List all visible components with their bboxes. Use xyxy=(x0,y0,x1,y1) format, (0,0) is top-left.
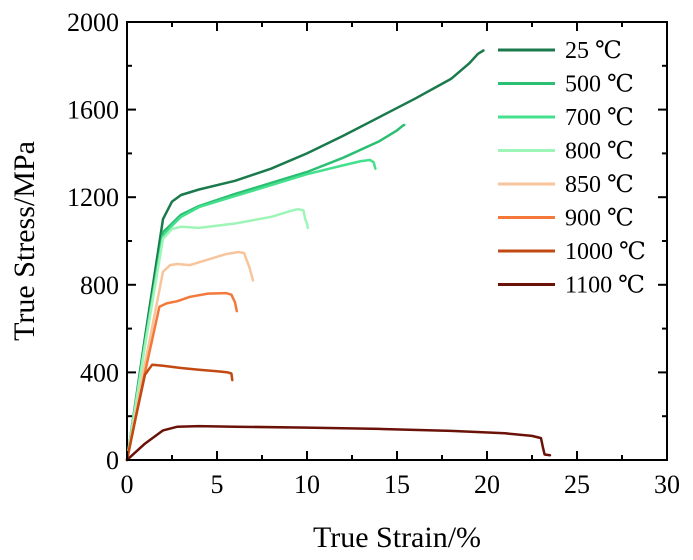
y-tick-label: 0 xyxy=(106,446,119,475)
x-axis: 0 5 10 15 20 25 30 xyxy=(121,22,680,499)
y-axis: 0 400 800 1200 1600 2000 xyxy=(67,8,667,475)
x-tick-label: 25 xyxy=(564,470,590,499)
legend-label: 25 ℃ xyxy=(565,38,622,64)
series-line-0 xyxy=(125,49,485,462)
legend-label: 800 ℃ xyxy=(565,139,634,165)
series-layer xyxy=(125,49,552,462)
y-axis-title: True Stress/MPa xyxy=(8,141,41,341)
legend-label: 900 ℃ xyxy=(565,206,634,232)
legend-label: 500 ℃ xyxy=(565,72,634,98)
y-tick-label: 400 xyxy=(80,358,119,387)
series-line-6 xyxy=(125,363,234,462)
x-tick-label: 30 xyxy=(654,470,680,499)
legend-label: 850 ℃ xyxy=(565,172,634,198)
legend-label: 700 ℃ xyxy=(565,105,634,131)
x-axis-title: True Strain/% xyxy=(313,521,481,554)
x-tick-label: 15 xyxy=(384,470,410,499)
y-tick-label: 1600 xyxy=(67,96,119,125)
legend-label: 1000 ℃ xyxy=(565,239,646,265)
legend: 25 ℃ 500 ℃ 700 ℃ 800 ℃ 850 ℃ 900 ℃ 1000 ℃ 1100 … xyxy=(498,38,646,299)
x-tick-label: 5 xyxy=(211,470,224,499)
series-line-5 xyxy=(125,291,239,462)
legend-label: 1100 ℃ xyxy=(565,273,645,299)
series-line-7 xyxy=(125,424,552,462)
y-tick-label: 800 xyxy=(80,271,119,300)
x-tick-label: 20 xyxy=(474,470,500,499)
series-line-3 xyxy=(125,207,310,462)
y-tick-label: 1200 xyxy=(67,183,119,212)
series-line-4 xyxy=(125,250,255,462)
x-tick-label: 10 xyxy=(294,470,320,499)
x-tick-label: 0 xyxy=(121,470,134,499)
y-tick-label: 2000 xyxy=(67,8,119,37)
series-line-1 xyxy=(125,123,406,462)
series-line-2 xyxy=(125,158,377,462)
